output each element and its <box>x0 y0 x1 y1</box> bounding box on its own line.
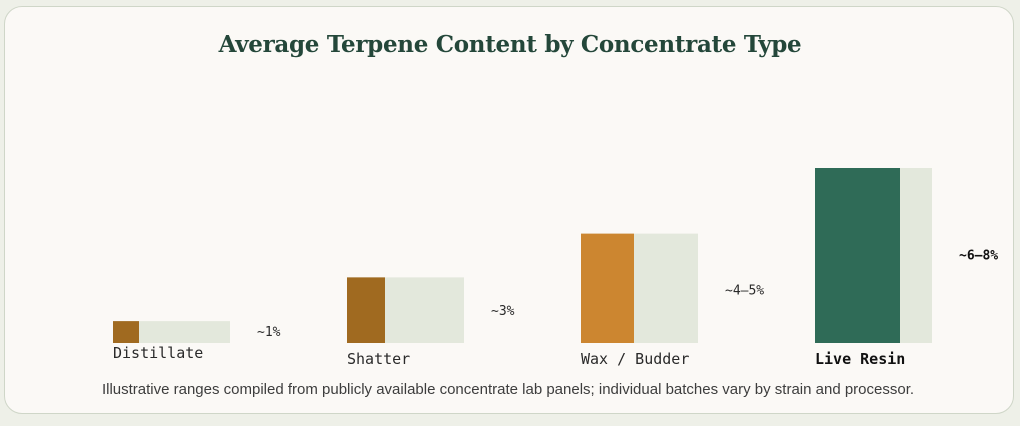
chart-title: Average Terpene Content by Concentrate T… <box>218 31 802 58</box>
bar-track-0 <box>113 321 230 343</box>
value-label-2: ~4–5% <box>725 283 764 298</box>
category-label-1: Shatter <box>347 350 410 368</box>
category-label-2: Wax / Budder <box>581 350 689 368</box>
value-label-1: ~3% <box>491 304 515 319</box>
bar-3 <box>815 168 900 343</box>
bar-1 <box>347 277 385 343</box>
value-label-0: ~1% <box>257 325 281 340</box>
category-label-0: Distillate <box>113 344 203 362</box>
bar-2 <box>581 233 634 343</box>
bar-0 <box>113 321 139 343</box>
value-label-3: ~6–8% <box>959 249 998 264</box>
chart-caption: Illustrative ranges compiled from public… <box>101 381 915 398</box>
category-label-3: Live Resin <box>815 350 905 368</box>
